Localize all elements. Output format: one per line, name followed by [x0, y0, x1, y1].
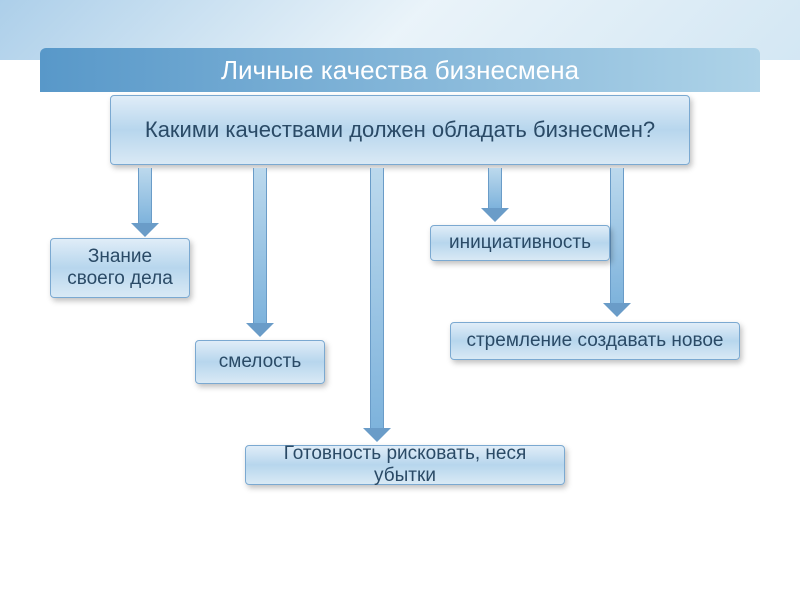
arrow-to-courage	[253, 168, 267, 323]
quality-knowledge-box: Знание своего дела	[50, 238, 190, 298]
page-title: Личные качества бизнесмена	[221, 55, 579, 86]
quality-initiative-box: инициативность	[430, 225, 610, 261]
arrow-to-risk	[370, 168, 384, 428]
quality-strive-label: стремление создавать новое	[466, 330, 723, 352]
main-question-text: Какими качествами должен обладать бизнес…	[145, 116, 655, 145]
arrow-to-strive	[610, 168, 624, 303]
arrow-to-initiative	[488, 168, 502, 208]
quality-initiative-label: инициативность	[449, 232, 591, 254]
title-band: Личные качества бизнесмена	[40, 48, 760, 92]
quality-courage-box: смелость	[195, 340, 325, 384]
quality-knowledge-label: Знание своего дела	[61, 246, 179, 290]
main-question-box: Какими качествами должен обладать бизнес…	[110, 95, 690, 165]
arrow-to-knowledge	[138, 168, 152, 223]
quality-strive-box: стремление создавать новое	[450, 322, 740, 360]
quality-courage-label: смелость	[219, 351, 301, 373]
quality-risk-box: Готовность рисковать, неся убытки	[245, 445, 565, 485]
quality-risk-label: Готовность рисковать, неся убытки	[256, 443, 554, 487]
